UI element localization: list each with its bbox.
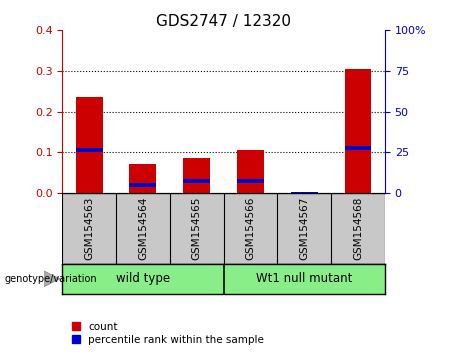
Bar — [130, 183, 156, 187]
Bar — [183, 179, 210, 183]
Text: GSM154564: GSM154564 — [138, 196, 148, 260]
Bar — [291, 192, 318, 193]
Polygon shape — [44, 271, 60, 287]
Bar — [344, 146, 372, 150]
Legend: count, percentile rank within the sample: count, percentile rank within the sample — [67, 317, 268, 349]
Bar — [130, 164, 156, 193]
Text: GSM154568: GSM154568 — [353, 196, 363, 260]
Bar — [237, 179, 264, 183]
Text: GSM154566: GSM154566 — [245, 196, 255, 260]
Bar — [344, 69, 372, 193]
Text: wild type: wild type — [116, 272, 170, 285]
Bar — [291, 192, 318, 193]
Text: GSM154567: GSM154567 — [299, 196, 309, 260]
Bar — [183, 158, 210, 193]
Bar — [76, 97, 102, 193]
Text: genotype/variation: genotype/variation — [5, 274, 97, 284]
Text: GSM154565: GSM154565 — [192, 196, 202, 260]
Text: GSM154563: GSM154563 — [84, 196, 94, 260]
Bar — [237, 150, 264, 193]
Bar — [76, 148, 102, 152]
Title: GDS2747 / 12320: GDS2747 / 12320 — [156, 14, 291, 29]
Text: Wt1 null mutant: Wt1 null mutant — [256, 272, 353, 285]
